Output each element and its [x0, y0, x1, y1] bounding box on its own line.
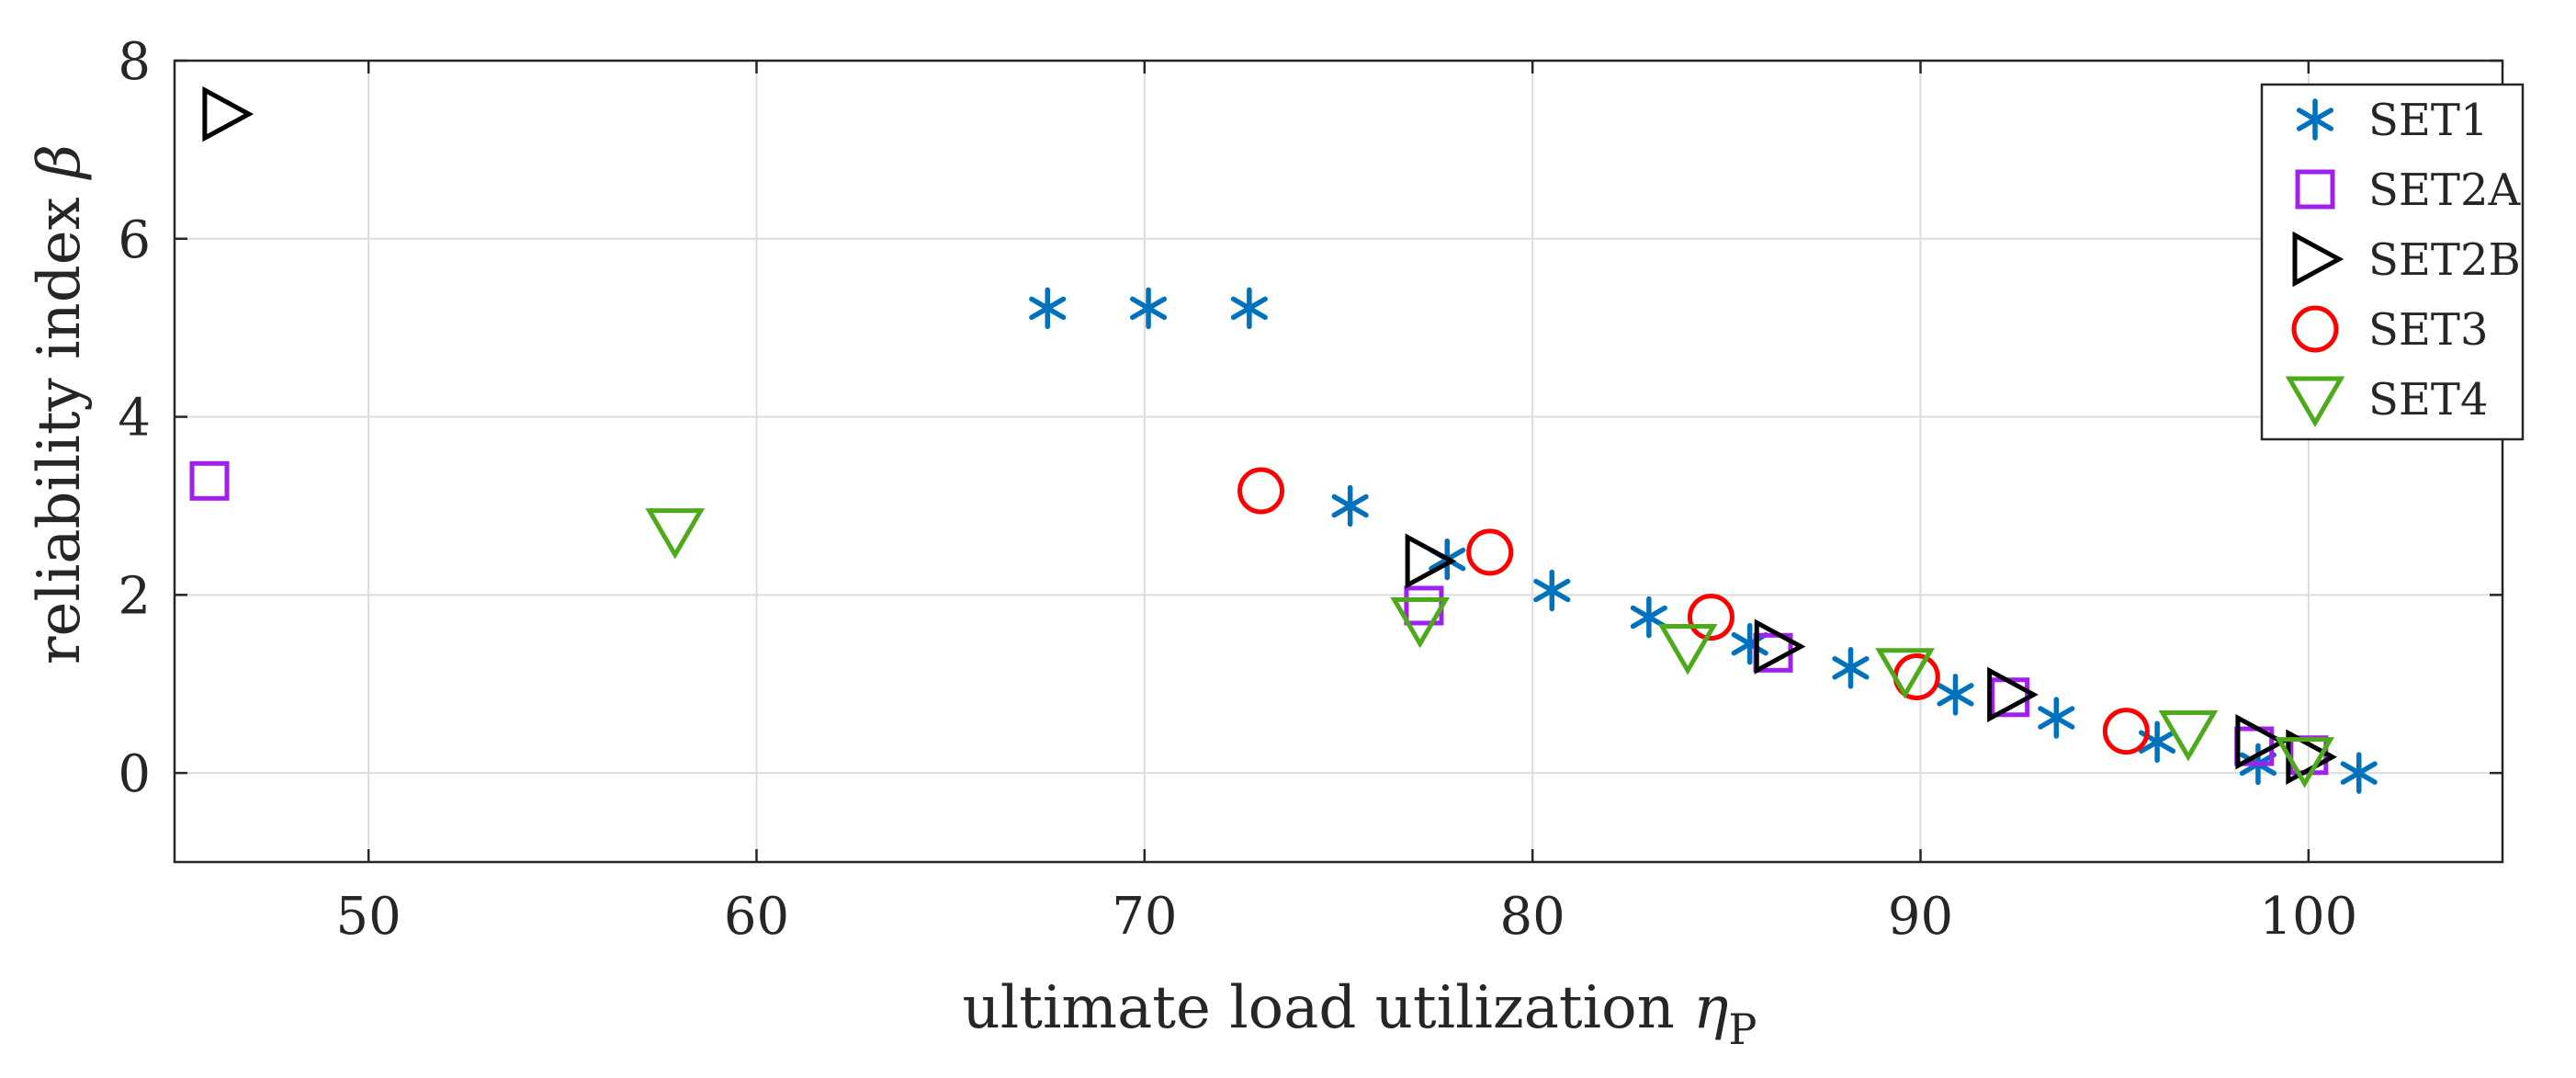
- point-set1: [1331, 484, 1369, 528]
- axis-ticks: [175, 59, 2503, 862]
- x-tick-label: 70: [1112, 887, 1177, 947]
- x-axis-label: ultimate load utilization ηP: [963, 974, 1757, 1054]
- legend-items: SET1 SET2A SET2B SET3 SET4: [2285, 95, 2521, 427]
- point-set1: [1029, 287, 1067, 330]
- point-set4: [1390, 596, 1451, 649]
- point-set2b: [1754, 618, 1806, 675]
- point-set1: [1731, 622, 1768, 665]
- y-tick-label: 0: [118, 744, 151, 804]
- legend-marker-set3: [2291, 305, 2339, 353]
- y-tick-label: 4: [118, 389, 151, 448]
- point-set1: [1630, 596, 1667, 639]
- point-set4: [2275, 737, 2334, 789]
- axis-tick-labels: 50 60 70 80 90 100 0 2 4 6 8: [118, 32, 2357, 947]
- x-tick-label: 90: [1888, 887, 1953, 947]
- point-set3: [2102, 708, 2150, 755]
- point-set2b: [1405, 533, 1457, 589]
- legend-item-set2a: SET2A: [2295, 165, 2521, 216]
- legend-label: SET4: [2368, 374, 2488, 426]
- legend-marker-set2b: [2292, 231, 2344, 288]
- x-tick-label: 80: [1500, 887, 1565, 947]
- point-set2b: [202, 85, 254, 142]
- point-set4: [645, 508, 706, 560]
- point-set4: [2158, 710, 2219, 762]
- data-points: [189, 85, 2378, 794]
- point-set2a: [189, 460, 230, 501]
- x-tick-label: 50: [336, 887, 401, 947]
- legend-marker-set1: [2296, 98, 2334, 141]
- point-set1: [1832, 647, 1870, 689]
- legend: SET1 SET2A SET2B SET3 SET4: [2260, 83, 2525, 441]
- series-set3: [1237, 467, 2150, 755]
- x-axis-label-subscript: P: [1729, 1004, 1757, 1054]
- legend-item-set1: SET1: [2296, 95, 2488, 146]
- point-set1: [1533, 569, 1571, 612]
- y-tick-label: 6: [118, 210, 151, 270]
- legend-label: SET3: [2368, 304, 2488, 356]
- point-set1: [2340, 752, 2378, 794]
- point-set1: [1129, 287, 1168, 330]
- y-axis-label: reliability index β: [26, 144, 94, 664]
- series-set4: [645, 508, 2334, 789]
- point-set1: [1937, 674, 1974, 716]
- x-axis-label-symbol: η: [1693, 974, 1728, 1042]
- legend-marker-set2a: [2295, 169, 2335, 210]
- point-set2b: [2235, 714, 2288, 770]
- legend-label: SET2B: [2368, 234, 2521, 286]
- point-set3: [1237, 467, 1285, 515]
- point-set4: [1657, 624, 1718, 675]
- point-set1: [2038, 697, 2075, 739]
- legend-marker-set4: [2285, 376, 2345, 427]
- legend-item-set2b: SET2B: [2292, 231, 2521, 288]
- point-set1: [1230, 287, 1268, 330]
- legend-label: SET1: [2368, 95, 2488, 146]
- point-set2b: [1987, 666, 2039, 723]
- legend-label: SET2A: [2368, 165, 2521, 216]
- x-tick-label: 100: [2259, 887, 2357, 947]
- plot-area-frame: [173, 59, 2504, 864]
- series-set2b: [202, 85, 2338, 785]
- y-tick-label: 2: [118, 566, 151, 626]
- legend-item-set4: SET4: [2285, 374, 2488, 427]
- y-axis-label-symbol: β: [26, 144, 94, 180]
- point-set3: [1687, 594, 1734, 641]
- y-axis-label-text: reliability index: [26, 197, 94, 664]
- x-tick-label: 60: [724, 887, 789, 947]
- y-tick-label: 8: [118, 32, 151, 92]
- legend-item-set3: SET3: [2291, 304, 2488, 356]
- x-axis-label-text: ultimate load utilization: [963, 974, 1675, 1042]
- point-set3: [1466, 528, 1514, 576]
- point-set4: [1875, 648, 1935, 699]
